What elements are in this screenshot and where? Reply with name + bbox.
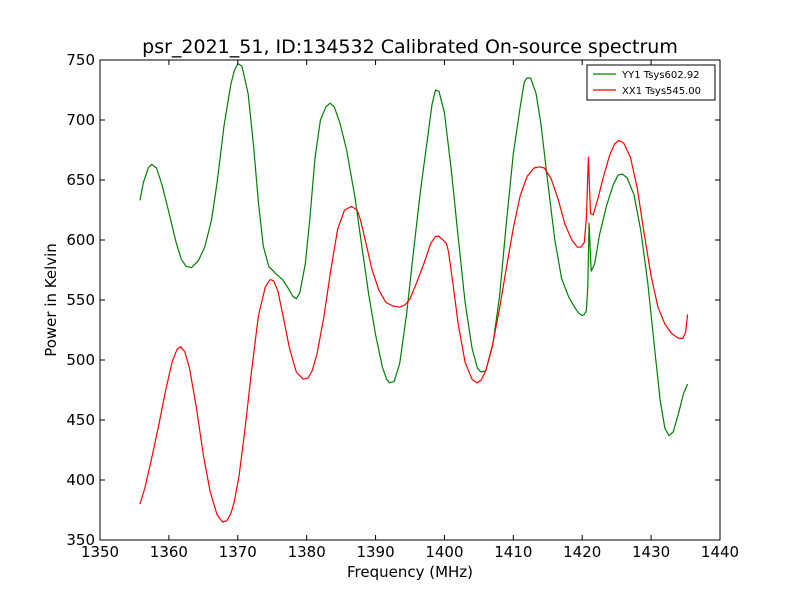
y-tick-label: 400 [66, 471, 95, 489]
y-tick-label: 700 [66, 111, 95, 129]
legend-label-xx1: XX1 Tsys545.00 [622, 86, 701, 97]
y-axis: 350 400 450 500 550 600 650 700 750 [66, 51, 720, 549]
y-axis-label: Power in Kelvin [42, 243, 60, 357]
legend: YY1 Tsys602.92 XX1 Tsys545.00 [586, 64, 716, 101]
legend-label-yy1: YY1 Tsys602.92 [621, 70, 700, 81]
series-layer [139, 63, 689, 523]
chart-title: psr_2021_51, ID:134532 Calibrated On-sou… [142, 36, 678, 58]
series-line-1 [139, 139, 689, 523]
x-tick-label: 1420 [563, 543, 601, 561]
x-tick-label: 1440 [701, 543, 739, 561]
x-tick-label: 1430 [632, 543, 670, 561]
legend-box [586, 64, 716, 101]
x-tick-label: 1410 [494, 543, 532, 561]
y-tick-label: 600 [66, 231, 95, 249]
y-tick-label: 750 [66, 51, 95, 69]
x-tick-label: 1390 [356, 543, 394, 561]
x-axis-label: Frequency (MHz) [347, 563, 473, 581]
x-tick-label: 1400 [425, 543, 463, 561]
x-tick-label: 1370 [219, 543, 257, 561]
x-tick-label: 1350 [81, 543, 119, 561]
x-tick-label: 1380 [288, 543, 326, 561]
y-tick-label: 450 [66, 411, 95, 429]
y-tick-label: 500 [66, 351, 95, 369]
y-tick-label: 550 [66, 291, 95, 309]
y-tick-label: 350 [66, 531, 95, 549]
x-axis: 1350 1360 1370 1380 1390 1400 1410 1420 1430 1440 [81, 60, 739, 561]
x-tick-label: 1360 [150, 543, 188, 561]
series-line-0 [139, 63, 689, 437]
y-tick-label: 650 [66, 171, 95, 189]
